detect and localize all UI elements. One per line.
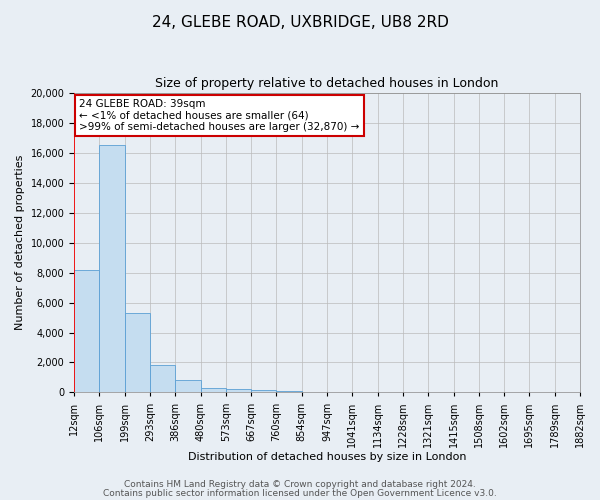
Bar [175, 380, 200, 392]
Bar [200, 388, 226, 392]
X-axis label: Distribution of detached houses by size in London: Distribution of detached houses by size … [188, 452, 466, 462]
Bar [150, 366, 175, 392]
Text: Contains HM Land Registry data © Crown copyright and database right 2024.: Contains HM Land Registry data © Crown c… [124, 480, 476, 489]
Bar [74, 270, 100, 392]
Bar [226, 390, 251, 392]
Title: Size of property relative to detached houses in London: Size of property relative to detached ho… [155, 78, 499, 90]
Bar [277, 391, 302, 392]
Text: 24, GLEBE ROAD, UXBRIDGE, UB8 2RD: 24, GLEBE ROAD, UXBRIDGE, UB8 2RD [152, 15, 448, 30]
Text: Contains public sector information licensed under the Open Government Licence v3: Contains public sector information licen… [103, 489, 497, 498]
Bar [251, 390, 277, 392]
Bar [125, 313, 150, 392]
Bar [100, 146, 125, 392]
Text: 24 GLEBE ROAD: 39sqm
← <1% of detached houses are smaller (64)
>99% of semi-deta: 24 GLEBE ROAD: 39sqm ← <1% of detached h… [79, 99, 359, 132]
Y-axis label: Number of detached properties: Number of detached properties [15, 155, 25, 330]
